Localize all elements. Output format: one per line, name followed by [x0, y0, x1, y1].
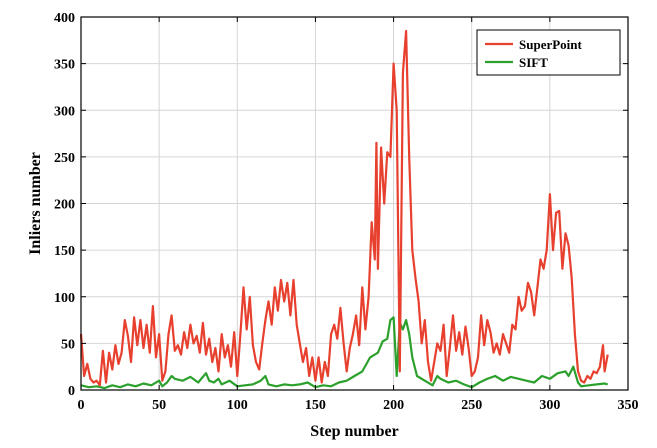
x-tick-label: 50: [152, 398, 166, 413]
y-tick-label: 200: [54, 198, 75, 213]
series-line-sift: [80, 316, 609, 390]
legend: SuperPoint SIFT: [476, 29, 621, 76]
x-tick-label: 350: [618, 398, 639, 413]
x-tick-label: 250: [461, 398, 482, 413]
y-tick-label: 150: [54, 244, 75, 259]
x-tick-label: 200: [383, 398, 404, 413]
x-tick-label: 0: [78, 398, 85, 413]
y-tick-label: 100: [54, 291, 75, 306]
x-axis-title: Step number: [310, 423, 398, 440]
series-line-superpoint: [79, 29, 609, 387]
series-layer: [79, 29, 609, 390]
x-tick-label: 100: [227, 398, 248, 413]
ticks: [80, 16, 629, 391]
y-tick-label: 50: [61, 337, 75, 352]
y-tick-label: 300: [54, 104, 75, 119]
x-tick-label: 150: [305, 398, 326, 413]
legend-label-superpoint: SuperPoint: [519, 37, 583, 52]
y-tick-label: 400: [54, 11, 75, 26]
y-axis-title: Inliers number: [27, 152, 44, 255]
y-tick-label: 350: [54, 58, 75, 73]
x-tick-label: 300: [539, 398, 560, 413]
y-tick-label: 250: [54, 151, 75, 166]
y-tick-label: 0: [68, 384, 75, 399]
legend-label-sift: SIFT: [519, 55, 548, 70]
tick-labels: 0 50 100 150 200 250 300 350 0 50 100 150 200 250 300 3…: [54, 11, 639, 413]
legend-box: [476, 29, 621, 76]
